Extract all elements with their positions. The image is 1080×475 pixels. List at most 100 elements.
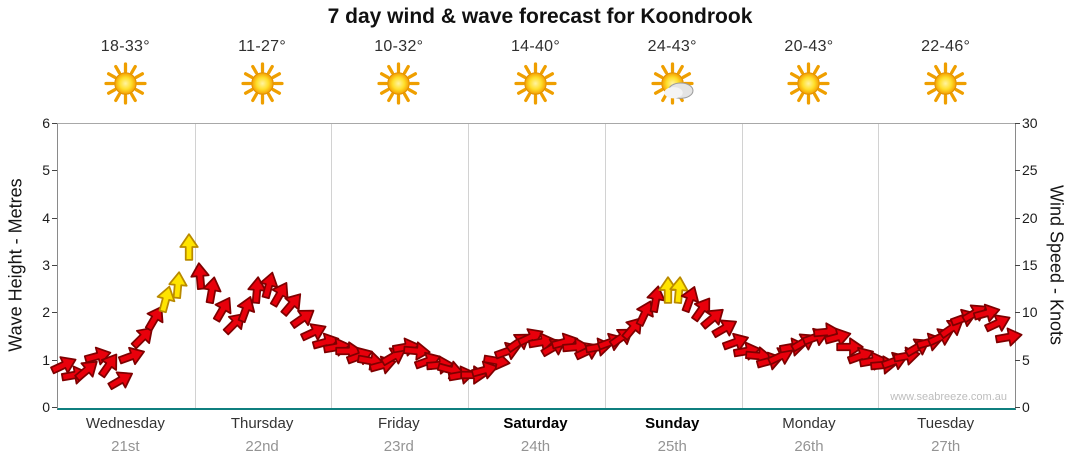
watermark: www.seabreeze.com.au (890, 391, 1007, 403)
wind-arrow (232, 295, 260, 323)
wind-arrow (255, 271, 283, 300)
wind-arrow (836, 333, 864, 361)
wind-arrow (699, 304, 727, 332)
day-header-cell: 24-43° (604, 38, 741, 56)
wind-arrow (676, 285, 704, 314)
day-date-label: 27th (931, 438, 961, 455)
cloud-icon (664, 82, 694, 99)
left-axis-tick-mark (52, 170, 57, 172)
wind-arrow (198, 276, 226, 304)
right-axis-tick-label: 30 (1022, 115, 1038, 131)
chart-title: 7 day wind & wave forecast for Koondrook (327, 5, 753, 28)
left-axis-tick-label: 0 (42, 399, 50, 415)
wind-arrow (471, 356, 499, 384)
wind-arrow (688, 295, 716, 323)
sun-icon (57, 62, 194, 105)
day-header-cell: 18-33° (57, 38, 194, 56)
day-header-cell: 22-46° (877, 38, 1014, 56)
wind-arrow (95, 351, 123, 379)
wind-arrow (767, 342, 795, 370)
right-axis-tick-label: 15 (1022, 257, 1038, 273)
wind-arrow (300, 318, 328, 346)
day-name-label: Friday (377, 415, 420, 432)
left-axis-tick-mark (52, 359, 57, 361)
wind-arrow (118, 342, 146, 370)
day-header-cell: 14-40° (467, 38, 604, 56)
day-separator-line (468, 124, 470, 408)
day-label-cell: Sunday 25th (604, 415, 741, 455)
left-axis-tick-mark (52, 265, 57, 266)
wind-arrow (710, 314, 739, 342)
left-axis-tick-label: 2 (42, 304, 50, 321)
temperature-range-label: 11-27° (238, 38, 287, 55)
day-name-label: Tuesday (917, 415, 975, 432)
right-axis-tick-mark (1015, 312, 1020, 314)
temperature-range-label: 10-32° (374, 38, 424, 55)
day-name-label: Wednesday (85, 415, 165, 432)
wind-arrow (266, 280, 294, 309)
wind-arrow (984, 309, 1012, 337)
wind-arrow (49, 351, 78, 379)
day-label-cell: Thursday 22nd (194, 415, 331, 455)
day-date-label: 26th (794, 438, 824, 455)
sun-icon (467, 62, 604, 105)
temperature-range-label: 24-43° (647, 38, 697, 55)
wind-arrow (107, 366, 135, 394)
temperature-row: 18-33° 11-27° 10-32° 14-40° 24-43° 20-43° 22-4… (57, 38, 1014, 56)
right-axis-tick-label: 25 (1022, 162, 1038, 179)
left-axis-tick-label: 4 (42, 209, 50, 226)
right-axis-tick-mark (1015, 123, 1020, 124)
right-axis-title: Wind Speed - Knots (1046, 184, 1067, 346)
left-axis-tick-mark (52, 217, 57, 219)
day-date-label: 23rd (383, 438, 414, 455)
sun-behind-cloud-icon (604, 62, 741, 105)
temperature-range-label: 14-40° (510, 38, 561, 55)
day-label-cell: Tuesday 27th (877, 415, 1014, 455)
right-axis-tick-mark (1015, 170, 1020, 172)
day-separator-line (604, 124, 606, 408)
day-date-label: 21st (111, 438, 140, 455)
x-axis-day-labels: Wednesday 21st Thursday 22nd Friday 23rd Satur… (57, 415, 1014, 455)
right-axis-tick-label: 10 (1022, 304, 1038, 321)
right-axis-tick-mark (1015, 265, 1020, 266)
day-header-cell: 11-27° (194, 38, 331, 56)
day-separator-line (878, 124, 880, 408)
day-header-cell: 10-32° (330, 38, 467, 56)
right-axis-tick-mark (1015, 407, 1020, 408)
right-axis-tick-label: 5 (1022, 351, 1030, 368)
day-name-label: Saturday (503, 415, 568, 432)
wind-arrow (665, 276, 693, 304)
right-axis-tick-mark (1015, 359, 1020, 361)
day-label-cell: Wednesday 21st (57, 415, 194, 455)
wind-arrow (141, 304, 169, 332)
day-separator-line (331, 124, 333, 408)
temperature-range-label: 20-43° (784, 38, 834, 55)
left-axis-tick-label: 3 (42, 257, 50, 273)
day-name-label: Thursday (230, 415, 294, 432)
temperature-range-label: 22-46° (921, 38, 971, 55)
wind-arrow (209, 295, 237, 323)
wind-arrow (175, 233, 203, 261)
wind-arrow (528, 328, 556, 356)
wind-arrow (186, 261, 214, 290)
day-header-cell: 20-43° (741, 38, 878, 56)
wind-arrow (129, 323, 157, 351)
left-axis-tick-mark (52, 312, 57, 314)
day-separator-line (194, 124, 196, 408)
day-label-cell: Friday 23rd (330, 415, 467, 455)
left-axis-tick-mark (52, 123, 57, 124)
weather-icon-row (57, 62, 1014, 105)
plot-area: www.seabreeze.com.au (49, 123, 1023, 410)
left-axis-tick-label: 5 (42, 162, 50, 179)
wind-arrow (278, 290, 306, 318)
day-label-cell: Saturday 24th (467, 415, 604, 455)
day-separator-line (741, 124, 743, 408)
right-axis-tick-label: 0 (1022, 399, 1030, 415)
right-axis-tick-mark (1015, 217, 1020, 219)
wind-arrow (642, 285, 670, 314)
day-label-cell: Monday 26th (741, 415, 878, 455)
day-date-label: 24th (520, 438, 551, 455)
left-axis-tick-label: 1 (42, 351, 50, 368)
right-axis-tick-label: 20 (1022, 209, 1038, 226)
